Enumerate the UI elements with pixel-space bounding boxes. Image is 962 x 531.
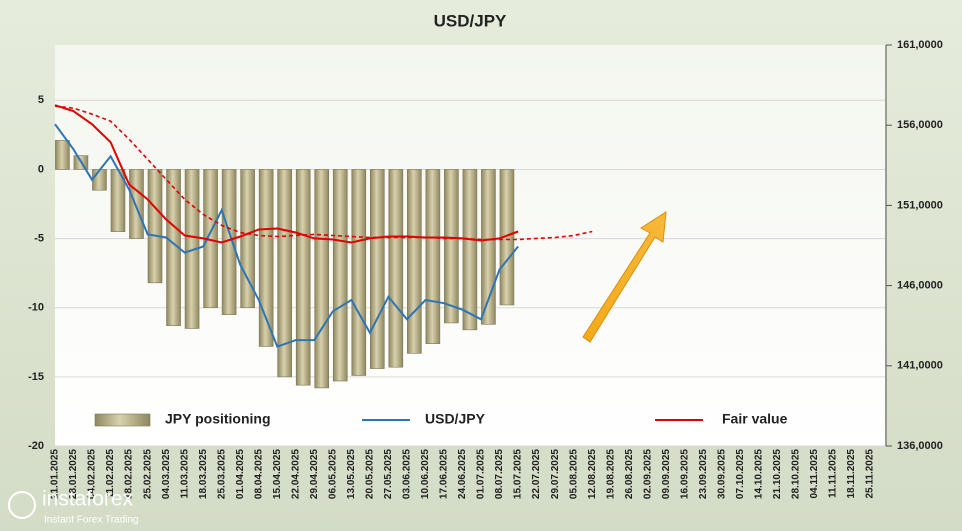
x-tick-label: 16.09.2025: [679, 449, 690, 499]
bar: [332, 169, 348, 382]
x-tick-label: 23.09.2025: [698, 449, 709, 499]
logo: instaforex Instant Forex Trading: [8, 488, 139, 526]
x-tick-label: 18.03.2025: [198, 449, 209, 499]
y2-tick-label: 136,0000: [897, 440, 943, 452]
bar: [295, 169, 311, 386]
x-tick-label: 29.04.2025: [309, 449, 320, 499]
bar: [351, 169, 367, 376]
x-tick-label: 28.01.2025: [68, 449, 79, 499]
x-tick-label: 01.07.2025: [476, 449, 487, 499]
bar: [388, 169, 404, 368]
legend-swatch: [94, 413, 151, 427]
x-tick-label: 22.07.2025: [531, 449, 542, 499]
x-tick-label: 12.08.2025: [587, 449, 598, 499]
x-tick-label: 21.10.2025: [772, 449, 783, 499]
x-tick-label: 08.07.2025: [494, 449, 505, 499]
bar: [425, 169, 441, 344]
x-tick-label: 11.11.2025: [828, 449, 839, 498]
bar: [481, 169, 496, 325]
legend-label: USD/JPY: [425, 411, 486, 427]
legend-label: Fair value: [722, 411, 788, 427]
bar: [277, 169, 292, 378]
x-tick-label: 08.04.2025: [253, 449, 264, 499]
x-tick-label: 25.11.2025: [865, 449, 876, 499]
y-tick-label: -20: [28, 440, 44, 452]
logo-tagline: Instant Forex Trading: [44, 515, 139, 526]
x-tick-label: 30.09.2025: [716, 449, 727, 499]
x-tick-label: 25.02.2025: [142, 449, 153, 499]
y2-tick-label: 161,0000: [897, 39, 943, 51]
x-tick-label: 04.03.2025: [161, 449, 172, 499]
x-tick-label: 18.11.2025: [846, 449, 857, 499]
x-tick-label: 21.01.2025: [50, 449, 61, 499]
bar: [407, 169, 422, 354]
x-tick-label: 24.06.2025: [457, 449, 468, 499]
x-tick-label: 03.06.2025: [402, 449, 413, 499]
x-tick-label: 11.03.2025: [179, 449, 190, 499]
y-tick-label: -5: [34, 232, 44, 244]
x-tick-label: 19.08.2025: [605, 449, 616, 499]
y2-tick-label: 156,0000: [897, 119, 943, 131]
bar: [314, 169, 330, 389]
legend-label: JPY positioning: [165, 411, 271, 427]
bar: [166, 169, 181, 326]
y2-tick-label: 141,0000: [897, 360, 943, 372]
bar: [444, 169, 459, 324]
x-tick-label: 15.04.2025: [272, 449, 283, 499]
trend-arrow: [582, 211, 667, 343]
bar: [462, 169, 478, 331]
y-tick-label: 5: [38, 94, 44, 106]
x-tick-label: 26.08.2025: [624, 449, 635, 499]
x-tick-label: 29.07.2025: [550, 449, 561, 499]
x-tick-label: 22.04.2025: [290, 449, 301, 499]
bar: [55, 140, 70, 170]
logo-icon: [8, 491, 36, 519]
x-tick-label: 04.11.2025: [809, 449, 820, 499]
x-tick-label: 25.03.2025: [216, 449, 227, 499]
x-tick-label: 18.02.2025: [124, 449, 135, 499]
x-tick-label: 11.02.2025: [105, 449, 116, 499]
x-tick-label: 15.07.2025: [513, 449, 524, 499]
x-tick-label: 05.08.2025: [568, 449, 579, 499]
line: [54, 104, 519, 244]
x-tick-label: 20.05.2025: [365, 449, 376, 499]
x-tick-label: 27.05.2025: [383, 449, 394, 499]
bar: [129, 169, 144, 239]
bar: [92, 169, 107, 191]
x-tick-label: 28.10.2025: [791, 449, 802, 499]
x-tick-label: 10.06.2025: [420, 449, 431, 499]
bar: [184, 169, 200, 329]
y2-tick-label: 151,0000: [897, 199, 943, 211]
x-tick-label: 04.02.2025: [87, 449, 98, 499]
x-tick-label: 01.04.2025: [235, 449, 246, 499]
chart-title: USD/JPY: [434, 11, 507, 30]
x-tick-label: 13.05.2025: [346, 449, 357, 499]
x-tick-label: 02.09.2025: [642, 449, 653, 499]
bar: [369, 169, 385, 369]
x-tick-label: 06.05.2025: [327, 449, 338, 499]
y-tick-label: -15: [28, 371, 44, 383]
x-tick-label: 17.06.2025: [439, 449, 450, 499]
y-tick-label: 0: [38, 163, 44, 175]
x-tick-label: 07.10.2025: [735, 449, 746, 499]
dashed-line: [54, 105, 593, 241]
x-tick-label: 14.10.2025: [754, 449, 765, 499]
bar: [258, 169, 274, 347]
line: [54, 123, 519, 348]
bar: [147, 169, 163, 284]
y-tick-label: -10: [28, 302, 44, 314]
x-tick-label: 09.09.2025: [661, 449, 672, 499]
logo-name: instaforex: [42, 488, 134, 511]
y2-tick-label: 146,0000: [897, 280, 943, 292]
